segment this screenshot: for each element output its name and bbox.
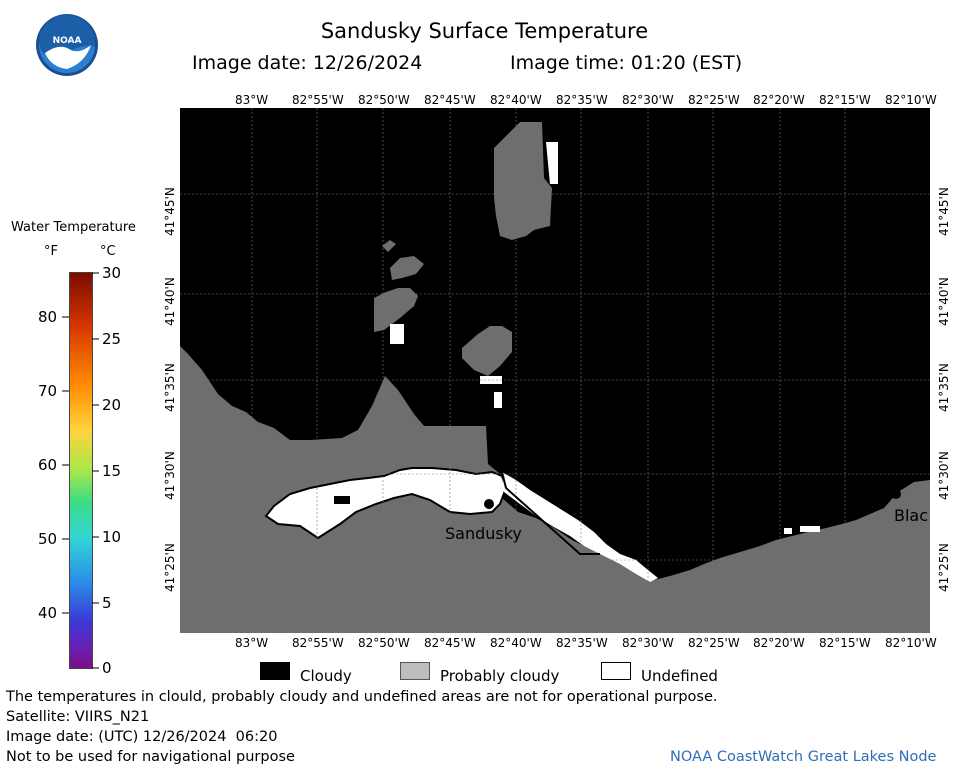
place-marker-sandusky [484,499,494,509]
lon-label: 82°45'W [424,93,476,107]
island [494,122,552,240]
legend-swatch-probably-cloudy [400,662,430,680]
lon-label: 82°10'W [885,636,937,650]
graticule [180,108,930,633]
colorbar-c-label: 30 [102,264,122,282]
lat-label: 41°45'N [163,187,177,236]
island [546,142,558,184]
colorbar-ticks [62,272,99,669]
navigation-warning: Not to be used for navigational purpose [6,749,295,765]
undefined-area [502,472,658,582]
lon-label: 82°25'W [688,93,740,107]
lon-label: 82°45'W [424,636,476,650]
lat-label: 41°40'N [937,277,951,326]
legend-label-probably-cloudy: Probably cloudy [440,667,560,685]
island [390,324,404,344]
lon-label: 82°55'W [292,636,344,650]
lon-label: 83°W [235,93,269,107]
lon-label: 82°15'W [819,93,871,107]
place-label-sandusky: Sandusky [445,524,522,543]
colorbar-f-label: 60 [38,456,58,474]
lon-label: 82°10'W [885,93,937,107]
colorbar-unit-c: °C [100,244,116,259]
legend-label-undefined: Undefined [641,667,718,685]
image-date: Image date: 12/26/2024 [192,52,423,74]
legend-label-cloudy: Cloudy [300,667,352,685]
colorbar-c-label: 25 [102,330,122,348]
lat-label: 41°25'N [937,543,951,592]
lon-label: 82°50'W [358,636,410,650]
lon-label: 82°40'W [490,93,542,107]
lat-label: 41°30'N [937,451,951,500]
island [382,240,396,252]
land-area [180,346,930,633]
noaa-logo: NOAA [36,14,98,76]
colorbar-c-label: 15 [102,462,122,480]
lat-label: 41°25'N [163,543,177,592]
image-time: Image time: 01:20 (EST) [510,52,743,74]
colorbar-unit-f: °F [44,244,58,259]
island [374,288,418,332]
place-marker-blac [891,489,901,499]
lat-label: 41°35'N [163,363,177,412]
colorbar-c-label: 20 [102,396,122,414]
lon-label: 82°55'W [292,93,344,107]
colorbar-title: Water Temperature [11,220,136,235]
utc-date: Image date: (UTC) 12/26/2024 06:20 [6,729,278,745]
lon-label: 82°20'W [753,93,805,107]
cloudy-area [334,496,350,504]
place-label-blac: Blac [894,506,929,525]
lon-label: 82°35'W [556,636,608,650]
colorbar-c-label: 10 [102,528,122,546]
lon-label: 82°50'W [358,93,410,107]
lat-label: 41°30'N [163,451,177,500]
legend-swatch-cloudy [260,662,290,680]
lat-label: 41°40'N [163,277,177,326]
legend-swatch-undefined [601,662,631,680]
lon-label: 82°30'W [622,636,674,650]
lon-label: 82°35'W [556,93,608,107]
colorbar-f-label: 70 [38,382,58,400]
lon-label: 82°25'W [688,636,740,650]
footer-note: The temperatures in clould, probably clo… [6,689,718,705]
undefined-area [800,526,820,532]
lat-label: 41°45'N [937,187,951,236]
lon-label: 82°20'W [753,636,805,650]
lon-label: 82°30'W [622,93,674,107]
noaa-logo-text: NOAA [53,36,82,46]
lon-label: 82°15'W [819,636,871,650]
island [480,376,502,384]
colorbar-c-label: 0 [102,659,112,677]
page-title: Sandusky Surface Temperature [320,19,649,43]
colorbar-f-label: 40 [38,604,58,622]
lon-label: 83°W [235,636,269,650]
colorbar-f-label: 50 [38,530,58,548]
satellite-label: Satellite: VIIRS_N21 [6,709,150,725]
map-image [180,108,930,633]
lon-label: 82°40'W [490,636,542,650]
lat-label: 41°35'N [937,363,951,412]
island [494,392,502,408]
island [390,256,424,280]
colorbar-c-label: 5 [102,594,112,612]
colorbar-f-label: 80 [38,308,58,326]
undefined-area [784,528,792,534]
island [462,326,512,376]
credit-link[interactable]: NOAA CoastWatch Great Lakes Node [670,749,937,765]
